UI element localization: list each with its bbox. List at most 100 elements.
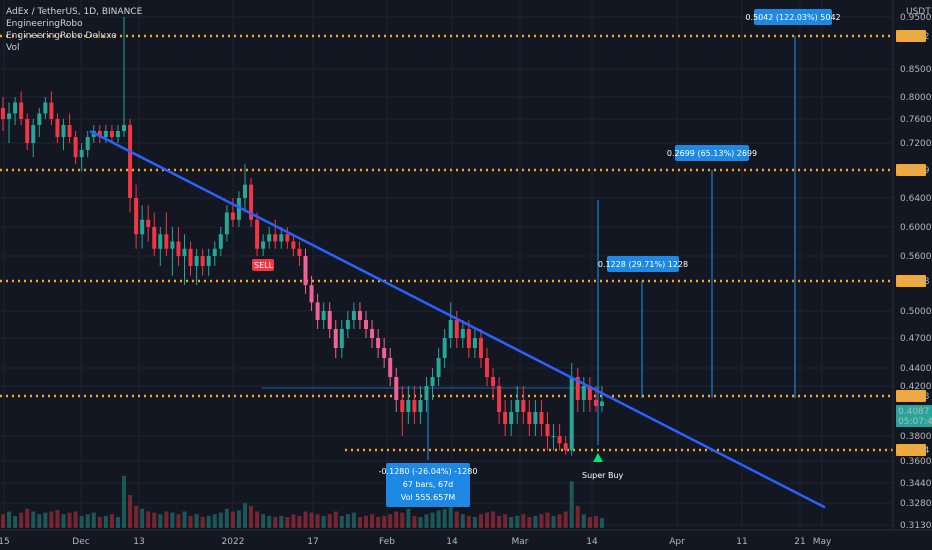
x-tick-label: 21 [794, 537, 805, 547]
super-buy-arrow [593, 453, 603, 462]
candle [533, 412, 538, 424]
candle [370, 329, 375, 338]
volume-bar [218, 512, 223, 528]
volume-bar [152, 512, 157, 528]
signals: SELL Super Buy [252, 259, 624, 480]
candle [19, 102, 24, 119]
volume-bar [545, 512, 550, 528]
volume-bar [206, 515, 211, 528]
volume-bar [49, 511, 54, 528]
x-tick-label: May [813, 537, 832, 547]
candles [1, 17, 604, 456]
y-tick-label: 0.3440 [900, 479, 932, 489]
candle [7, 113, 12, 119]
candle [230, 212, 235, 220]
price-axis[interactable]: 0.3130 0.3280 0.3440 0.3600 0.3800 0.4200 0.44… [892, 0, 932, 531]
volume-bar [521, 514, 526, 528]
y-tick-label: 0.3600 [900, 457, 932, 467]
volume-bar [164, 511, 169, 528]
volume-bar [442, 508, 447, 528]
candle [345, 320, 350, 329]
measure-boxes[interactable]: 0.5042 (122.03%) 5042 0.2699 (65.13%) 269… [379, 9, 841, 507]
measure-box[interactable] [607, 256, 679, 272]
volume-bar [569, 481, 574, 528]
sell-signal-badge [252, 259, 274, 271]
volume-bar [285, 517, 290, 528]
candle [315, 302, 320, 320]
candle [261, 241, 266, 249]
candle [164, 234, 169, 249]
indicator-vol[interactable]: Vol [6, 43, 19, 53]
volume-bar [412, 515, 417, 528]
volume-bar [194, 514, 199, 528]
volume-bar [515, 515, 520, 528]
candle [122, 125, 126, 131]
volume-bar [97, 517, 102, 528]
horizontal-levels[interactable]: 0.9142 0.6819 0.5348 0.4133 0.3704 0.408705:0… [0, 30, 932, 456]
measure-box[interactable] [386, 463, 470, 507]
x-tick-label: 13 [133, 537, 144, 547]
candle [581, 386, 586, 400]
candle [67, 125, 72, 137]
indicator-engineeringrobo-deluxe[interactable]: EngineeringRobo Deluxe [6, 31, 117, 41]
volume-bar [128, 495, 133, 528]
x-tick-label: 2022 [222, 537, 245, 547]
level-price-label: 0.4133 [898, 392, 930, 402]
candle [376, 338, 381, 348]
trendline[interactable] [89, 129, 826, 509]
candle [109, 131, 114, 137]
candle [285, 234, 290, 242]
volume-bar [345, 514, 350, 528]
candle [406, 399, 411, 412]
volume-bar [406, 508, 411, 528]
candle [103, 131, 108, 137]
volume-bar [146, 511, 151, 528]
candle [503, 412, 508, 424]
volume-bar [357, 517, 362, 528]
candle [364, 320, 368, 329]
super-buy-label: Super Buy [582, 471, 624, 480]
candle [575, 377, 580, 400]
x-tick-label: 17 [307, 537, 318, 547]
candle [43, 102, 48, 114]
measure-box[interactable] [754, 9, 832, 25]
candle [212, 248, 217, 256]
level-price-badge [896, 275, 926, 287]
x-tick-label: 14 [446, 537, 458, 547]
candle [478, 338, 483, 358]
volume-bar [61, 514, 66, 528]
volume-bar [448, 506, 453, 528]
candle [454, 320, 459, 338]
candle [593, 399, 598, 406]
y-tick-label: 0.3280 [900, 499, 932, 509]
y-tick-label: 0.6400 [900, 194, 932, 204]
symbol-title: AdEx / TetherUS, 1D, BINANCE [6, 7, 143, 17]
candle [599, 401, 604, 406]
candle [1, 108, 5, 119]
volume-bar [376, 517, 381, 528]
volume-bar [91, 512, 96, 528]
candle [339, 329, 344, 348]
trendline-line[interactable] [89, 129, 826, 509]
y-tick-label: 0.6000 [900, 223, 932, 233]
volume-bar [158, 514, 163, 528]
volume-bar [25, 508, 30, 528]
candle [424, 386, 429, 400]
level-price-label: 0.6819 [898, 166, 930, 176]
measure-box[interactable] [675, 145, 749, 161]
x-tick-label: Dec [72, 537, 89, 547]
indicator-engineeringrobo[interactable]: EngineeringRobo [6, 19, 83, 29]
volume-bar [55, 509, 60, 528]
candle [273, 234, 278, 242]
volume-bar [436, 510, 441, 528]
volume-bar [472, 517, 477, 528]
volume-bar [509, 517, 514, 528]
x-tick-label: 11 [736, 537, 747, 547]
candle [539, 412, 544, 424]
time-axis[interactable]: 15 Dec 13 2022 17 Feb 14 Mar 14 Apr 11 21 May [0, 529, 932, 547]
candle [255, 219, 260, 249]
candle [351, 311, 356, 320]
candle [388, 358, 393, 377]
y-tick-label: 0.3130 [900, 521, 932, 531]
